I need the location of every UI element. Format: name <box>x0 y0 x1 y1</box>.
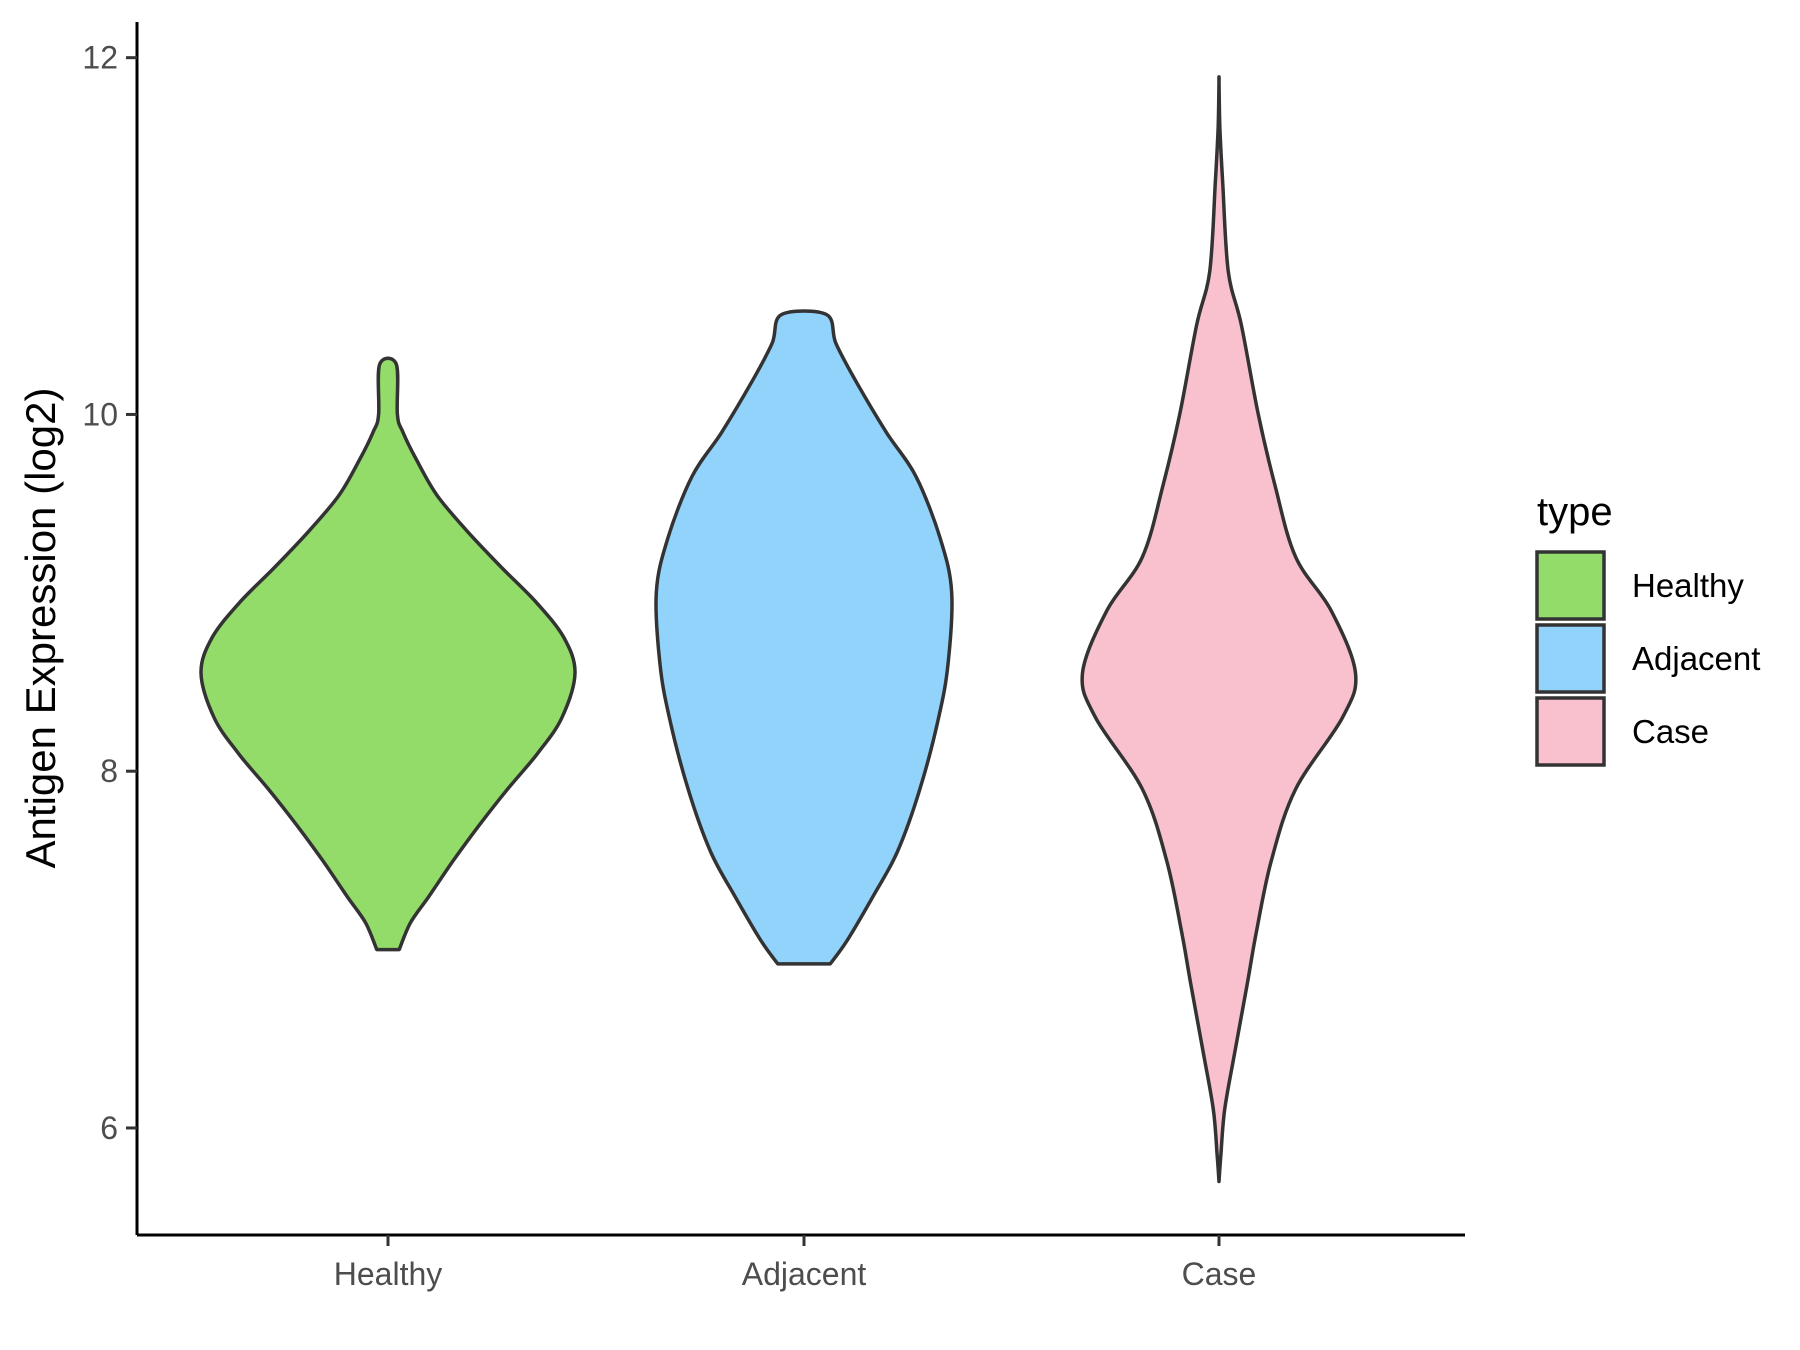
violin-case <box>1080 75 1358 1184</box>
legend-title: type <box>1537 490 1613 534</box>
legend-key-healthy <box>1535 550 1606 621</box>
x-tick-label: Case <box>1182 1256 1257 1292</box>
violin-adjacent <box>654 309 954 966</box>
legend-key-case <box>1535 696 1606 767</box>
y-tick-label: 6 <box>100 1110 118 1146</box>
x-tick-label: Healthy <box>334 1256 443 1292</box>
y-tick-label: 10 <box>82 396 118 432</box>
legend-label-healthy: Healthy <box>1632 567 1744 604</box>
x-axis-ticks: Healthy Adjacent Case <box>334 1235 1257 1292</box>
violin-group <box>199 75 1358 1184</box>
y-axis-title: Antigen Expression (log2) <box>17 388 64 869</box>
legend-key-adjacent <box>1535 623 1606 694</box>
y-axis-ticks: 6 8 10 12 <box>82 40 137 1146</box>
legend-label-case: Case <box>1632 713 1709 750</box>
legend: type Healthy Adjacent Case <box>1535 490 1760 767</box>
y-tick-label: 12 <box>82 40 118 76</box>
x-tick-label: Adjacent <box>742 1256 867 1292</box>
legend-label-adjacent: Adjacent <box>1632 640 1760 677</box>
violin-healthy <box>199 356 577 952</box>
y-tick-label: 8 <box>100 753 118 789</box>
